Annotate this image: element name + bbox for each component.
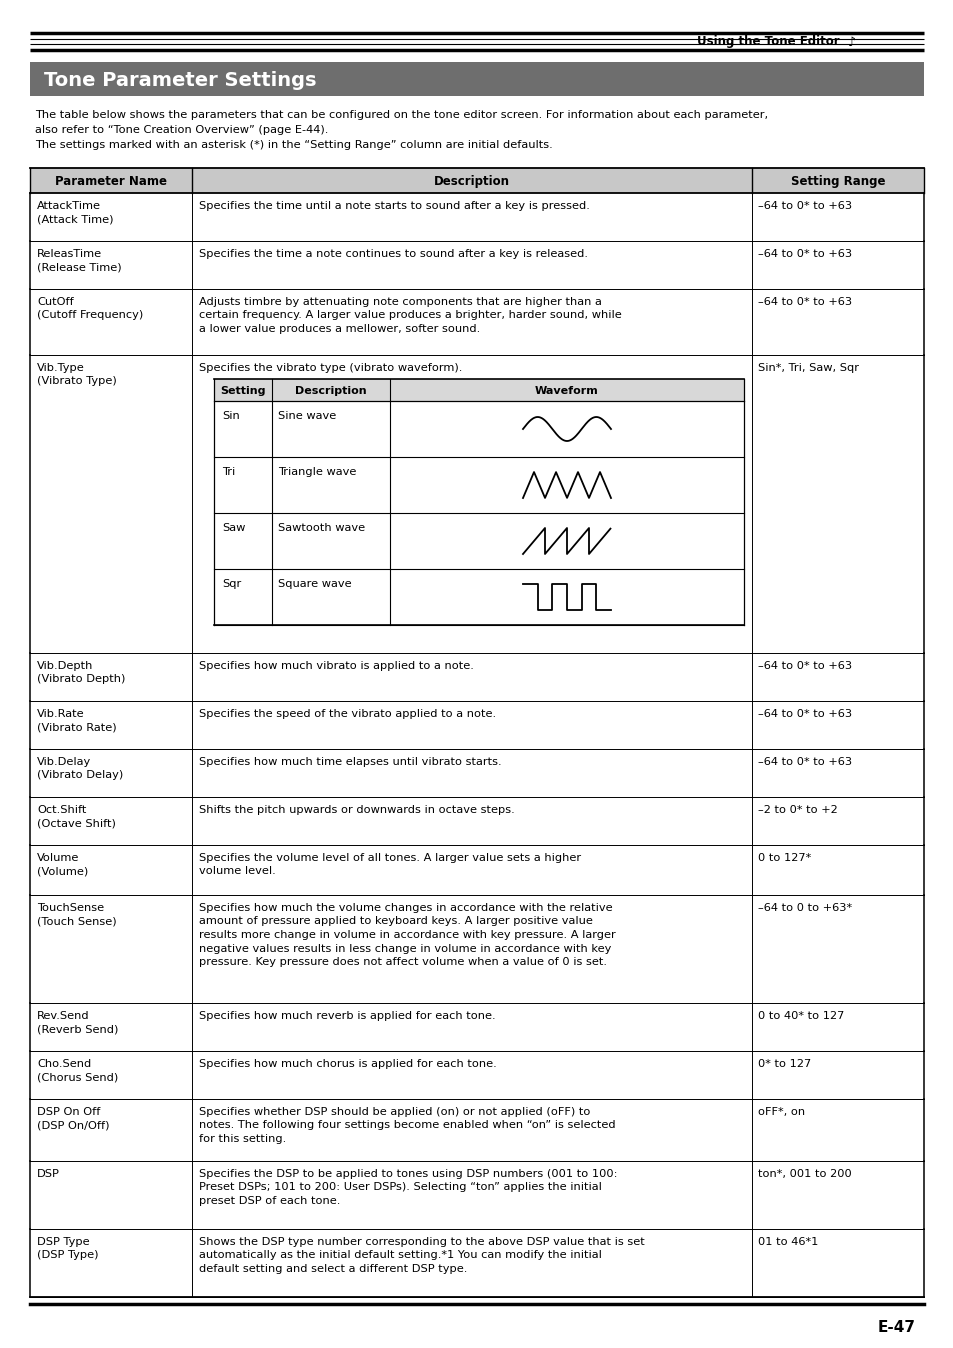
Text: Specifies the time until a note starts to sound after a key is pressed.: Specifies the time until a note starts t…	[199, 201, 589, 212]
Text: Specifies the time a note continues to sound after a key is released.: Specifies the time a note continues to s…	[199, 249, 587, 259]
Text: (Octave Shift): (Octave Shift)	[37, 818, 115, 828]
Text: (Release Time): (Release Time)	[37, 262, 121, 272]
Text: CutOff: CutOff	[37, 297, 73, 307]
Text: negative values results in less change in volume in accordance with key: negative values results in less change i…	[199, 944, 611, 953]
Text: Shows the DSP type number corresponding to the above DSP value that is set: Shows the DSP type number corresponding …	[199, 1237, 644, 1247]
Text: Tone Parameter Settings: Tone Parameter Settings	[44, 70, 316, 89]
Text: Waveform: Waveform	[535, 386, 598, 396]
Text: certain frequency. A larger value produces a brighter, harder sound, while: certain frequency. A larger value produc…	[199, 310, 621, 321]
Text: 0 to 127*: 0 to 127*	[758, 853, 810, 863]
Text: Vib.Delay: Vib.Delay	[37, 758, 91, 767]
Text: Oct.Shift: Oct.Shift	[37, 805, 87, 816]
Text: DSP: DSP	[37, 1169, 60, 1180]
Text: notes. The following four settings become enabled when “on” is selected: notes. The following four settings becom…	[199, 1120, 615, 1131]
Text: –2 to 0* to +2: –2 to 0* to +2	[758, 805, 837, 816]
Text: Square wave: Square wave	[277, 580, 352, 589]
Text: Specifies how much vibrato is applied to a note.: Specifies how much vibrato is applied to…	[199, 661, 474, 671]
Text: amount of pressure applied to keyboard keys. A larger positive value: amount of pressure applied to keyboard k…	[199, 917, 592, 926]
Text: Setting Range: Setting Range	[790, 175, 884, 187]
Text: –64 to 0* to +63: –64 to 0* to +63	[758, 249, 851, 259]
Text: for this setting.: for this setting.	[199, 1134, 286, 1144]
Text: Shifts the pitch upwards or downwards in octave steps.: Shifts the pitch upwards or downwards in…	[199, 805, 515, 816]
Text: –64 to 0* to +63: –64 to 0* to +63	[758, 709, 851, 718]
Text: default setting and select a different DSP type.: default setting and select a different D…	[199, 1264, 467, 1274]
Text: Specifies the vibrato type (vibrato waveform).: Specifies the vibrato type (vibrato wave…	[199, 363, 462, 373]
Text: (Vibrato Delay): (Vibrato Delay)	[37, 770, 123, 780]
Text: Vib.Type: Vib.Type	[37, 363, 85, 373]
Text: Cho.Send: Cho.Send	[37, 1060, 91, 1069]
Text: Specifies the DSP to be applied to tones using DSP numbers (001 to 100:: Specifies the DSP to be applied to tones…	[199, 1169, 617, 1180]
Text: Volume: Volume	[37, 853, 79, 863]
Text: (DSP Type): (DSP Type)	[37, 1250, 98, 1260]
Text: Specifies whether DSP should be applied (on) or not applied (oFF) to: Specifies whether DSP should be applied …	[199, 1107, 590, 1117]
Text: ReleasTime: ReleasTime	[37, 249, 102, 259]
Text: (Vibrato Depth): (Vibrato Depth)	[37, 674, 125, 683]
Text: (Chorus Send): (Chorus Send)	[37, 1072, 118, 1082]
Text: Vib.Rate: Vib.Rate	[37, 709, 85, 718]
Text: 0* to 127: 0* to 127	[758, 1060, 810, 1069]
Text: –64 to 0* to +63: –64 to 0* to +63	[758, 201, 851, 212]
Text: a lower value produces a mellower, softer sound.: a lower value produces a mellower, softe…	[199, 324, 479, 334]
Text: Description: Description	[434, 175, 510, 187]
Text: (Reverb Send): (Reverb Send)	[37, 1024, 118, 1034]
Text: Preset DSPs; 101 to 200: User DSPs). Selecting “ton” applies the initial: Preset DSPs; 101 to 200: User DSPs). Sel…	[199, 1182, 601, 1193]
Text: Specifies the speed of the vibrato applied to a note.: Specifies the speed of the vibrato appli…	[199, 709, 496, 718]
Text: Triangle wave: Triangle wave	[277, 466, 356, 477]
Text: Sawtooth wave: Sawtooth wave	[277, 523, 365, 532]
Text: –64 to 0 to +63*: –64 to 0 to +63*	[758, 903, 851, 913]
Text: Specifies how much chorus is applied for each tone.: Specifies how much chorus is applied for…	[199, 1060, 497, 1069]
Text: Sin: Sin	[222, 411, 239, 421]
Text: (Touch Sense): (Touch Sense)	[37, 917, 116, 926]
Text: Saw: Saw	[222, 523, 245, 532]
Text: oFF*, on: oFF*, on	[758, 1107, 804, 1117]
Text: –64 to 0* to +63: –64 to 0* to +63	[758, 661, 851, 671]
Text: Parameter Name: Parameter Name	[55, 175, 167, 187]
Text: results more change in volume in accordance with key pressure. A larger: results more change in volume in accorda…	[199, 930, 615, 940]
Text: Tri: Tri	[222, 466, 235, 477]
Text: The settings marked with an asterisk (*) in the “Setting Range” column are initi: The settings marked with an asterisk (*)…	[35, 140, 552, 150]
Text: Specifies how much time elapses until vibrato starts.: Specifies how much time elapses until vi…	[199, 758, 501, 767]
Text: TouchSense: TouchSense	[37, 903, 104, 913]
Text: also refer to “Tone Creation Overview” (page E-44).: also refer to “Tone Creation Overview” (…	[35, 125, 328, 135]
Text: (Cutoff Frequency): (Cutoff Frequency)	[37, 310, 143, 319]
Text: automatically as the initial default setting.*1 You can modify the initial: automatically as the initial default set…	[199, 1251, 601, 1260]
Text: pressure. Key pressure does not affect volume when a value of 0 is set.: pressure. Key pressure does not affect v…	[199, 957, 606, 967]
Text: preset DSP of each tone.: preset DSP of each tone.	[199, 1196, 340, 1206]
Text: Specifies how much reverb is applied for each tone.: Specifies how much reverb is applied for…	[199, 1011, 496, 1020]
Text: (Vibrato Type): (Vibrato Type)	[37, 376, 116, 386]
Text: (DSP On/Off): (DSP On/Off)	[37, 1120, 110, 1130]
Text: Specifies the volume level of all tones. A larger value sets a higher: Specifies the volume level of all tones.…	[199, 853, 580, 863]
Text: Using the Tone Editor: Using the Tone Editor	[697, 35, 840, 49]
Text: volume level.: volume level.	[199, 867, 275, 876]
Text: 01 to 46*1: 01 to 46*1	[758, 1237, 818, 1247]
Bar	[30, 62, 923, 96]
Text: Sin*, Tri, Saw, Sqr: Sin*, Tri, Saw, Sqr	[758, 363, 858, 373]
Text: DSP Type: DSP Type	[37, 1237, 90, 1247]
Text: Specifies how much the volume changes in accordance with the relative: Specifies how much the volume changes in…	[199, 903, 612, 913]
Text: Adjusts timbre by attenuating note components that are higher than a: Adjusts timbre by attenuating note compo…	[199, 297, 601, 307]
Text: 0 to 40* to 127: 0 to 40* to 127	[758, 1011, 843, 1020]
Text: (Vibrato Rate): (Vibrato Rate)	[37, 723, 116, 732]
Bar	[30, 168, 923, 193]
Text: ton*, 001 to 200: ton*, 001 to 200	[758, 1169, 851, 1180]
Text: Rev.Send: Rev.Send	[37, 1011, 90, 1020]
Text: (Volume): (Volume)	[37, 865, 89, 876]
Text: Description: Description	[294, 386, 366, 396]
Text: Sine wave: Sine wave	[277, 411, 335, 421]
Text: ♪: ♪	[847, 35, 855, 49]
Text: Vib.Depth: Vib.Depth	[37, 661, 93, 671]
Text: DSP On Off: DSP On Off	[37, 1107, 100, 1117]
Text: E-47: E-47	[877, 1320, 915, 1335]
Text: Setting: Setting	[220, 386, 266, 396]
Text: (Attack Time): (Attack Time)	[37, 214, 113, 224]
Text: The table below shows the parameters that can be configured on the tone editor s: The table below shows the parameters tha…	[35, 111, 767, 120]
Text: Sqr: Sqr	[222, 580, 241, 589]
Text: AttackTime: AttackTime	[37, 201, 101, 212]
Bar	[213, 379, 743, 400]
Text: –64 to 0* to +63: –64 to 0* to +63	[758, 758, 851, 767]
Text: –64 to 0* to +63: –64 to 0* to +63	[758, 297, 851, 307]
